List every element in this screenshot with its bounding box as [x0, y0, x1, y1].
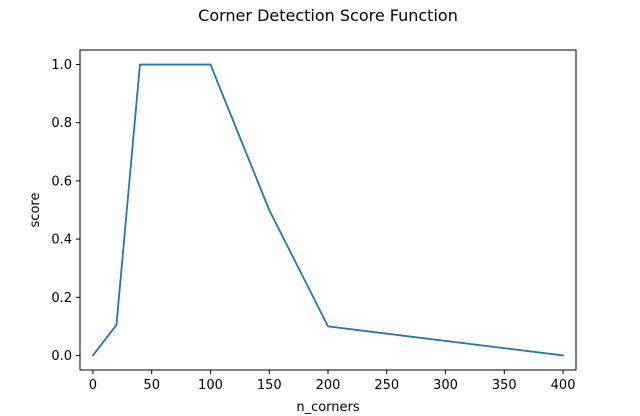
y-tick-label: 0.2: [51, 291, 72, 306]
x-tick-label: 100: [198, 378, 223, 393]
series-line: [92, 63, 564, 357]
y-tick-label: 1.0: [51, 58, 72, 73]
y-tick-label: 0.0: [51, 349, 72, 364]
x-axis-label: n_corners: [296, 400, 360, 415]
x-tick-label: 200: [316, 378, 341, 393]
plot-area: [92, 63, 564, 357]
y-axis: 0.0 0.2 0.4 0.6 0.8 1.0: [51, 58, 80, 364]
chart-title: Corner Detection Score Function: [198, 6, 458, 25]
x-tick-label: 250: [374, 378, 399, 393]
y-tick-label: 0.6: [51, 174, 72, 189]
plot-frame: [79, 49, 577, 371]
x-tick-label: 400: [551, 378, 576, 393]
y-tick-label: 0.8: [51, 116, 72, 131]
y-axis-label: score: [28, 193, 43, 228]
x-tick-label: 0: [89, 378, 97, 393]
x-axis: 0 50 100 150 200 250 300 350 400: [89, 370, 576, 393]
x-tick-label: 300: [433, 378, 458, 393]
y-tick-label: 0.4: [51, 233, 72, 248]
x-tick-label: 350: [492, 378, 517, 393]
x-tick-label: 50: [143, 378, 160, 393]
x-tick-label: 150: [257, 378, 282, 393]
